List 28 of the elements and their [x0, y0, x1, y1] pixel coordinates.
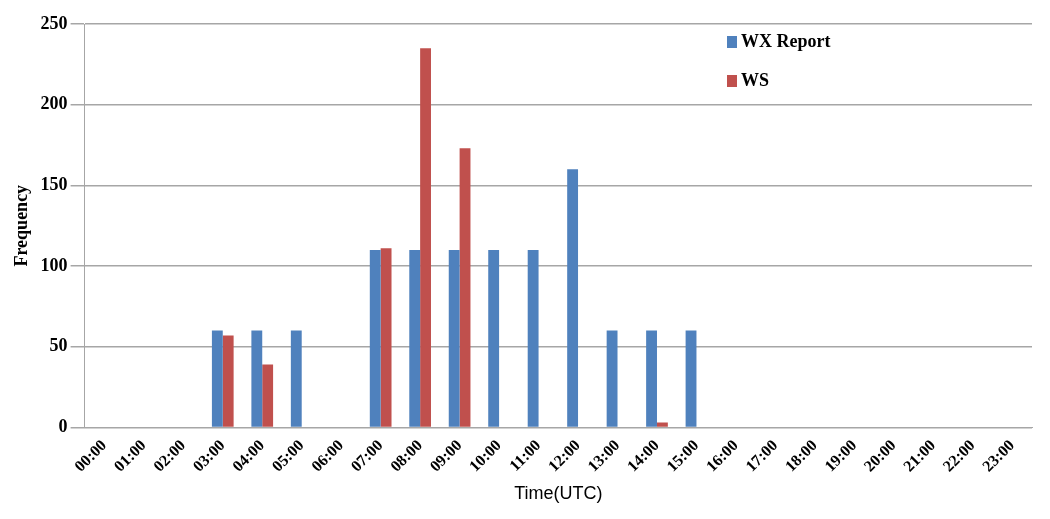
- bar: [290, 330, 302, 427]
- y-tick-label: 50: [49, 335, 68, 356]
- bar: [606, 330, 618, 427]
- y-tick-label: 150: [40, 174, 68, 195]
- bar: [251, 330, 263, 427]
- y-tick-label: 200: [40, 93, 68, 114]
- legend-label: WX Report: [741, 30, 831, 51]
- bar: [409, 249, 421, 427]
- y-tick-label: 100: [40, 254, 68, 275]
- x-axis-title: Time(UTC): [514, 483, 603, 504]
- bar: [448, 249, 460, 427]
- bar: [211, 330, 223, 427]
- bar: [685, 330, 697, 427]
- legend-label: WS: [741, 69, 770, 90]
- bar: [527, 249, 539, 427]
- y-axis-title: Frequency: [11, 184, 32, 267]
- bar: [646, 330, 657, 427]
- bar: [488, 249, 500, 427]
- y-tick-label: 0: [58, 416, 68, 437]
- bar: [380, 248, 392, 427]
- y-tick-label: 250: [40, 12, 68, 33]
- bar: [369, 249, 381, 427]
- bar: [656, 422, 668, 427]
- bar: [420, 48, 431, 427]
- bar: [262, 364, 274, 427]
- bar: [222, 335, 234, 427]
- bar: [459, 148, 471, 427]
- bar: [567, 169, 579, 427]
